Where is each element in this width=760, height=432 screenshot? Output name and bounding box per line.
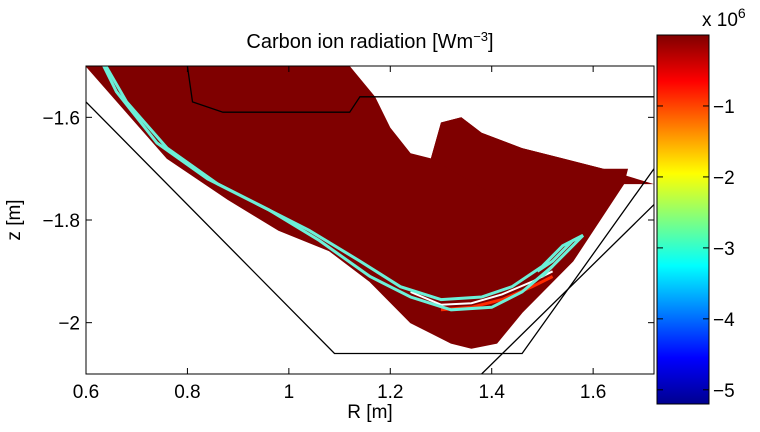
region-cutout [349,66,654,169]
x-axis: 0.6 0.8 1 1.2 1.4 1.6 [73,66,606,403]
y-tick-label: −1.6 [42,108,80,129]
x-tick-label: 0.8 [174,382,200,403]
y-axis: −1.6 −1.8 −2 [42,108,654,335]
x-tick-label: 1.6 [580,382,606,403]
x-tick-label: 1.4 [479,382,506,403]
x-tick-label: 0.6 [73,382,99,403]
colorbar-tick-label: −1 [713,97,735,118]
y-tick-label: −1.8 [42,211,80,232]
colorbar-tick-label: −5 [713,381,735,402]
y-axis-label: z [m] [4,199,25,240]
x-tick-label: 1.2 [377,382,403,403]
wall-line [86,101,654,355]
colorbar-tick-label: −2 [713,168,735,189]
wall-line [481,204,654,374]
y-tick-label: −2 [58,314,80,335]
colorbar-multiplier: x 106 [702,5,746,31]
colorbar-ticks: −1 −2 −3 −4 −5 [657,97,735,402]
colorbar-tick-label: −4 [713,310,735,331]
wall-line [186,66,654,113]
colorbar-tick-label: −3 [713,239,735,260]
plot-content [86,66,654,374]
cyan-contour [104,66,554,312]
chart-title: Carbon ion radiation [Wm−3] [246,29,493,54]
x-axis-label: R [m] [347,402,392,423]
colorbar [656,34,710,405]
x-tick-label: 1 [284,382,295,403]
region-lobe [430,117,654,241]
cyan-contour [536,234,585,278]
